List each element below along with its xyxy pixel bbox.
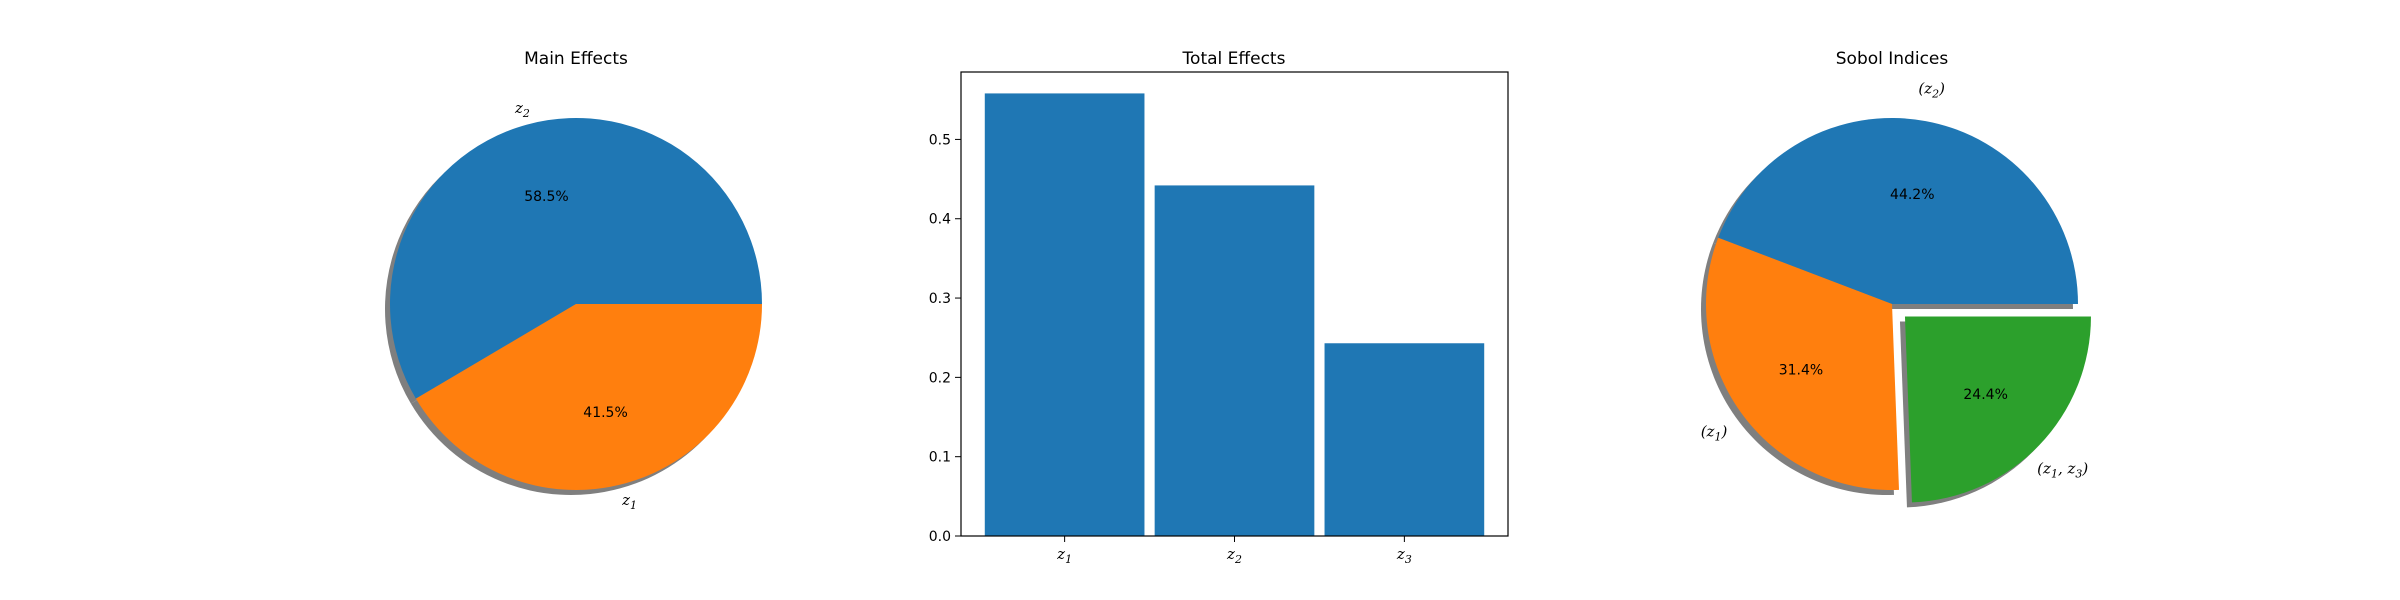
pie-1-slice-0: [389, 117, 762, 399]
bar-0: [984, 93, 1145, 537]
total-effects-chart: Total Effects z1 z2 z3 0.0 0.1 0.2 0.3 0.4 0.5: [929, 49, 1509, 566]
pie-3-slice-label-2: (z1, z3): [2037, 459, 2088, 480]
pie-1-pct-label-0: 58.5%: [524, 189, 568, 205]
pie-1-slice-1: [415, 304, 762, 490]
main-effects-pie: 58.5% z2 41.5% z1: [385, 99, 762, 512]
pie-3-slice-0: [1718, 117, 2078, 304]
bar-1: [1154, 185, 1315, 536]
x-tick-label-1: z2: [1226, 545, 1242, 566]
y-tick-label-2: 0.2: [929, 370, 951, 386]
sobol-indices-title: Sobol Indices: [1836, 49, 1949, 69]
plot-frame: [960, 71, 1509, 537]
pie-1-slice-label-1: z1: [621, 491, 637, 512]
y-tick-label-1: 0.1: [929, 450, 951, 466]
pie-3-slice-label-1: (z1): [1701, 423, 1728, 444]
pie-3-slice-label-0: (z2): [1918, 80, 1945, 101]
pie-1-slice-label-0: z2: [514, 99, 530, 120]
pie-3-slice-1: [1706, 237, 1900, 490]
total-effects-bars: z1 z2 z3 0.0 0.1 0.2 0.3 0.4 0.5: [929, 71, 1509, 566]
y-tick-label-4: 0.4: [929, 212, 951, 228]
pie-3-pct-label-1: 31.4%: [1779, 362, 1823, 378]
y-tick-label-5: 0.5: [929, 132, 951, 148]
sobol-indices-chart: Sobol Indices 44.2% (z2) 31.4% (z1) 24.4% (z1…: [1701, 49, 2091, 508]
sobol-indices-pie: 44.2% (z2) 31.4% (z1) 24.4% (z1, z3): [1701, 80, 2091, 508]
pie-1-pct-label-1: 41.5%: [583, 405, 627, 421]
main-effects-title: Main Effects: [524, 49, 628, 69]
x-tick-label-0: z1: [1056, 545, 1072, 566]
total-effects-title: Total Effects: [1182, 49, 1286, 69]
main-effects-chart: Main Effects 58.5% z2 41.5% z1: [385, 49, 762, 512]
y-tick-label-3: 0.3: [929, 291, 951, 307]
pie-3-pct-label-2: 24.4%: [1963, 387, 2007, 403]
bar-2: [1324, 343, 1485, 536]
y-tick-label-0: 0.0: [929, 529, 951, 545]
pie-3-slice-2: [1904, 316, 2091, 503]
pie-3-pct-label-0: 44.2%: [1890, 187, 1934, 203]
x-tick-label-2: z3: [1396, 545, 1412, 566]
